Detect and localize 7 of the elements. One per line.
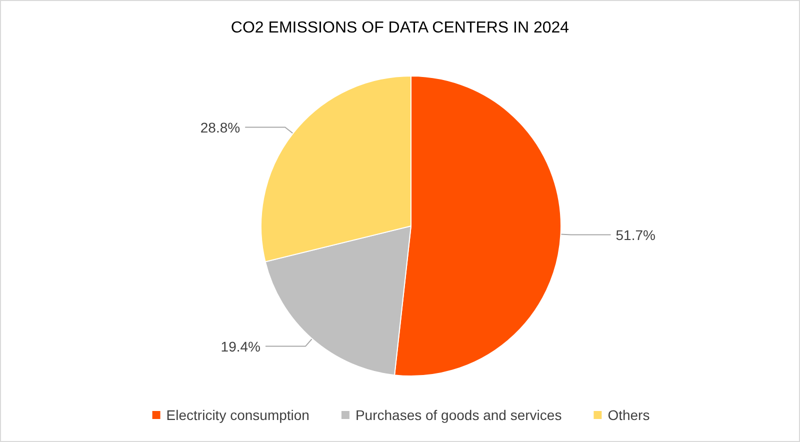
legend-label: Purchases of goods and services <box>355 407 562 423</box>
chart-title: CO2 EMISSIONS OF DATA CENTERS IN 2024 <box>230 20 570 36</box>
data-label: 28.8% <box>200 119 240 136</box>
data-label: 51.7% <box>616 226 656 243</box>
data-label: 19.4% <box>220 338 260 354</box>
legend-label: Electricity consumption <box>166 407 310 423</box>
legend-label: Others <box>608 407 650 423</box>
